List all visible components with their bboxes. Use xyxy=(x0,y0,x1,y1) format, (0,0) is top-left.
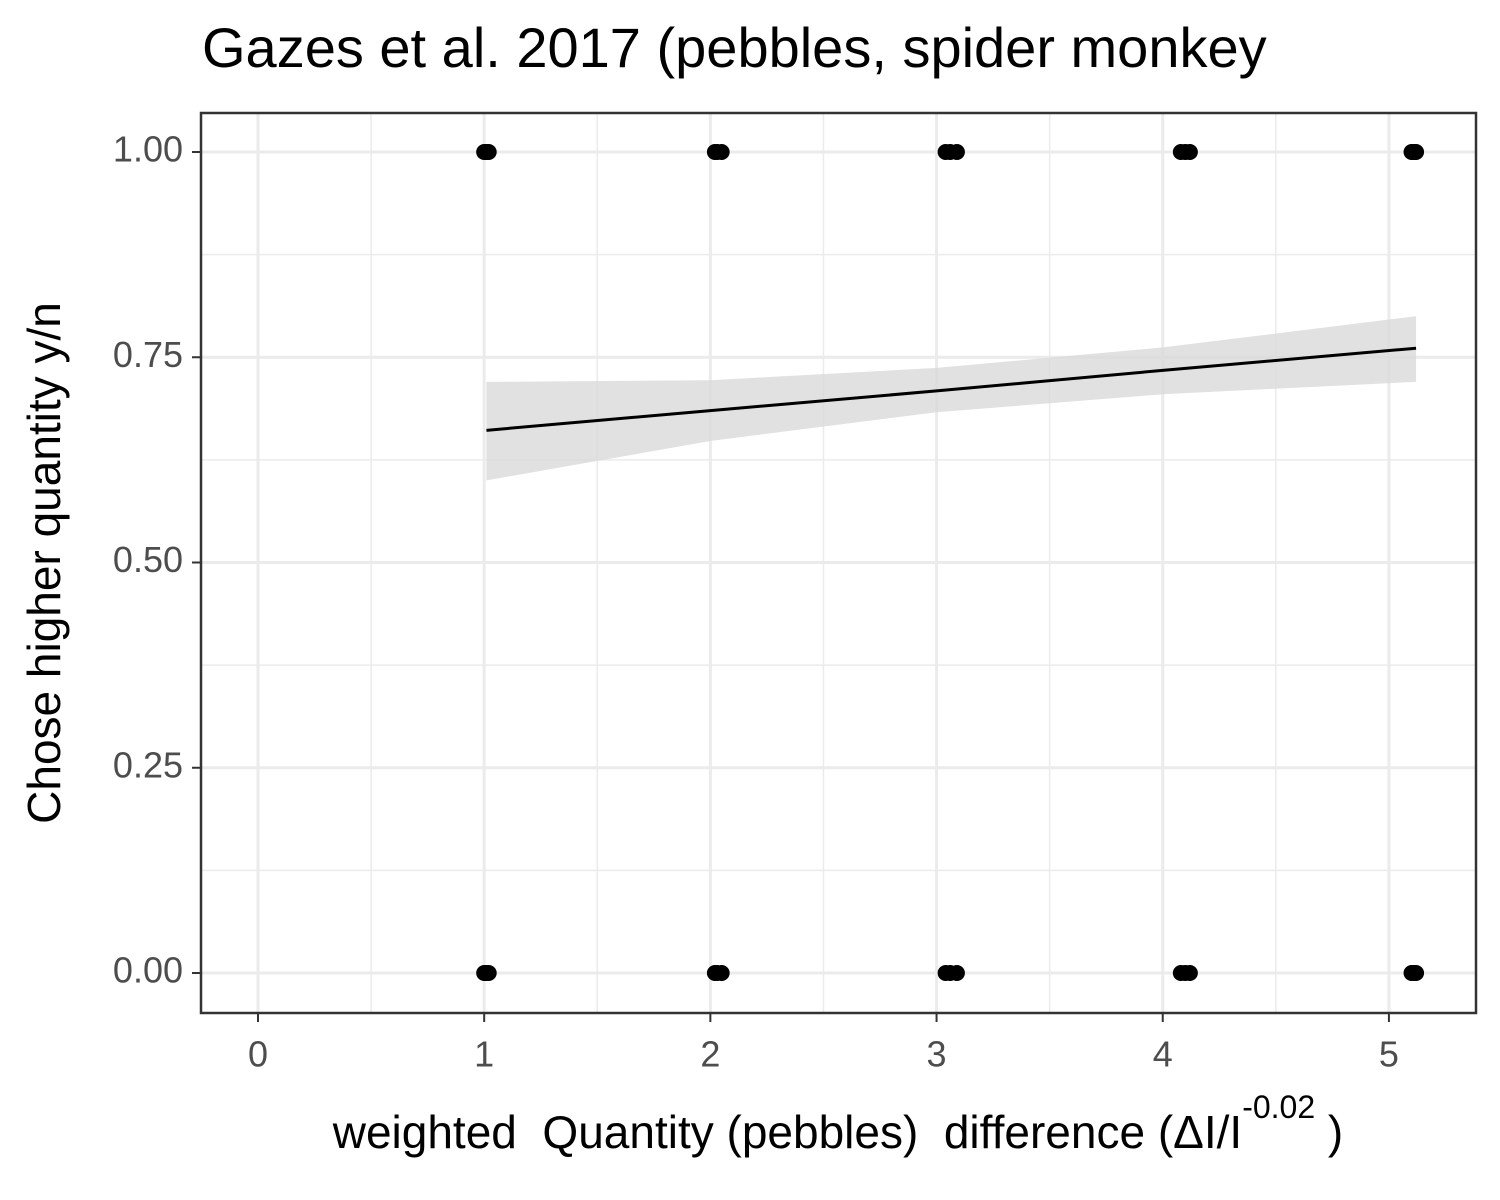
point xyxy=(1181,143,1198,160)
panel-border xyxy=(199,111,1478,1015)
x-tick-label: 2 xyxy=(700,1034,720,1075)
confidence-band xyxy=(486,316,1417,481)
x-tick-label: 5 xyxy=(1379,1034,1399,1075)
point xyxy=(713,965,730,982)
point xyxy=(948,143,965,160)
x-tick-label: 4 xyxy=(1153,1034,1173,1075)
x-label-text: weighted Quantity (pebbles) difference (… xyxy=(332,1106,1242,1158)
y-tick-label: 0.75 xyxy=(113,334,183,375)
x-label-superscript: -0.02 xyxy=(1242,1089,1315,1125)
chart-title: Gazes et al. 2017 (pebbles, spider monke… xyxy=(202,16,1267,79)
x-label-end: ) xyxy=(1315,1106,1343,1158)
x-tick-label: 0 xyxy=(248,1034,268,1075)
point xyxy=(1408,143,1425,160)
point xyxy=(713,143,730,160)
y-tick-label: 0.25 xyxy=(113,744,183,785)
point xyxy=(1181,965,1198,982)
fit-line xyxy=(486,346,1417,432)
x-axis-title: weighted Quantity (pebbles) difference (… xyxy=(332,1089,1344,1158)
point xyxy=(1408,965,1425,982)
point xyxy=(480,143,497,160)
y-axis-title: Chose higher quantity y/n xyxy=(18,302,70,824)
y-tick-label: 0.00 xyxy=(113,950,183,991)
x-tick-label: 1 xyxy=(474,1034,494,1075)
y-tick-label: 0.50 xyxy=(113,539,183,580)
x-tick-label: 3 xyxy=(927,1034,947,1075)
point xyxy=(480,965,497,982)
y-tick-label: 1.00 xyxy=(113,129,183,170)
point xyxy=(948,965,965,982)
